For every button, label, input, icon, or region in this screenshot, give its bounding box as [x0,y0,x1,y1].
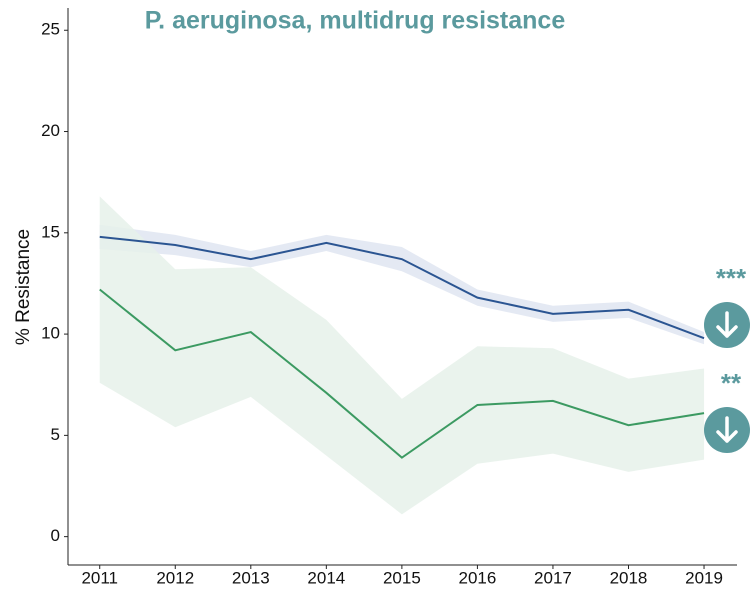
trend-arrow [716,416,738,443]
y-tick-label: 0 [51,526,60,545]
x-tick-label: 2018 [610,568,648,587]
x-tick-label: 2013 [232,568,270,587]
y-axis-label: % Resistance [13,229,34,345]
y-tick-label: 15 [41,222,60,241]
trend-arrow [716,311,738,338]
y-tick-label: 10 [41,324,60,343]
x-tick-label: 2011 [81,568,118,587]
x-tick-label: 2015 [383,568,421,587]
x-tick-label: 2017 [534,568,572,587]
x-tick-label: 2014 [307,568,345,587]
series-line [99,288,705,459]
y-tick-label: 5 [51,425,60,444]
y-tick-label: 20 [41,121,60,140]
series-line [99,235,705,340]
x-tick-label: 2012 [156,568,194,587]
significance-label: *** [716,263,747,293]
chart-title: P. aeruginosa, multidrug resistance [145,7,566,35]
x-tick-label: 2016 [459,568,497,587]
confidence-band [99,196,705,515]
y-tick-label: 25 [41,20,60,39]
significance-label: ** [721,368,742,398]
x-tick-label: 2019 [685,568,723,587]
